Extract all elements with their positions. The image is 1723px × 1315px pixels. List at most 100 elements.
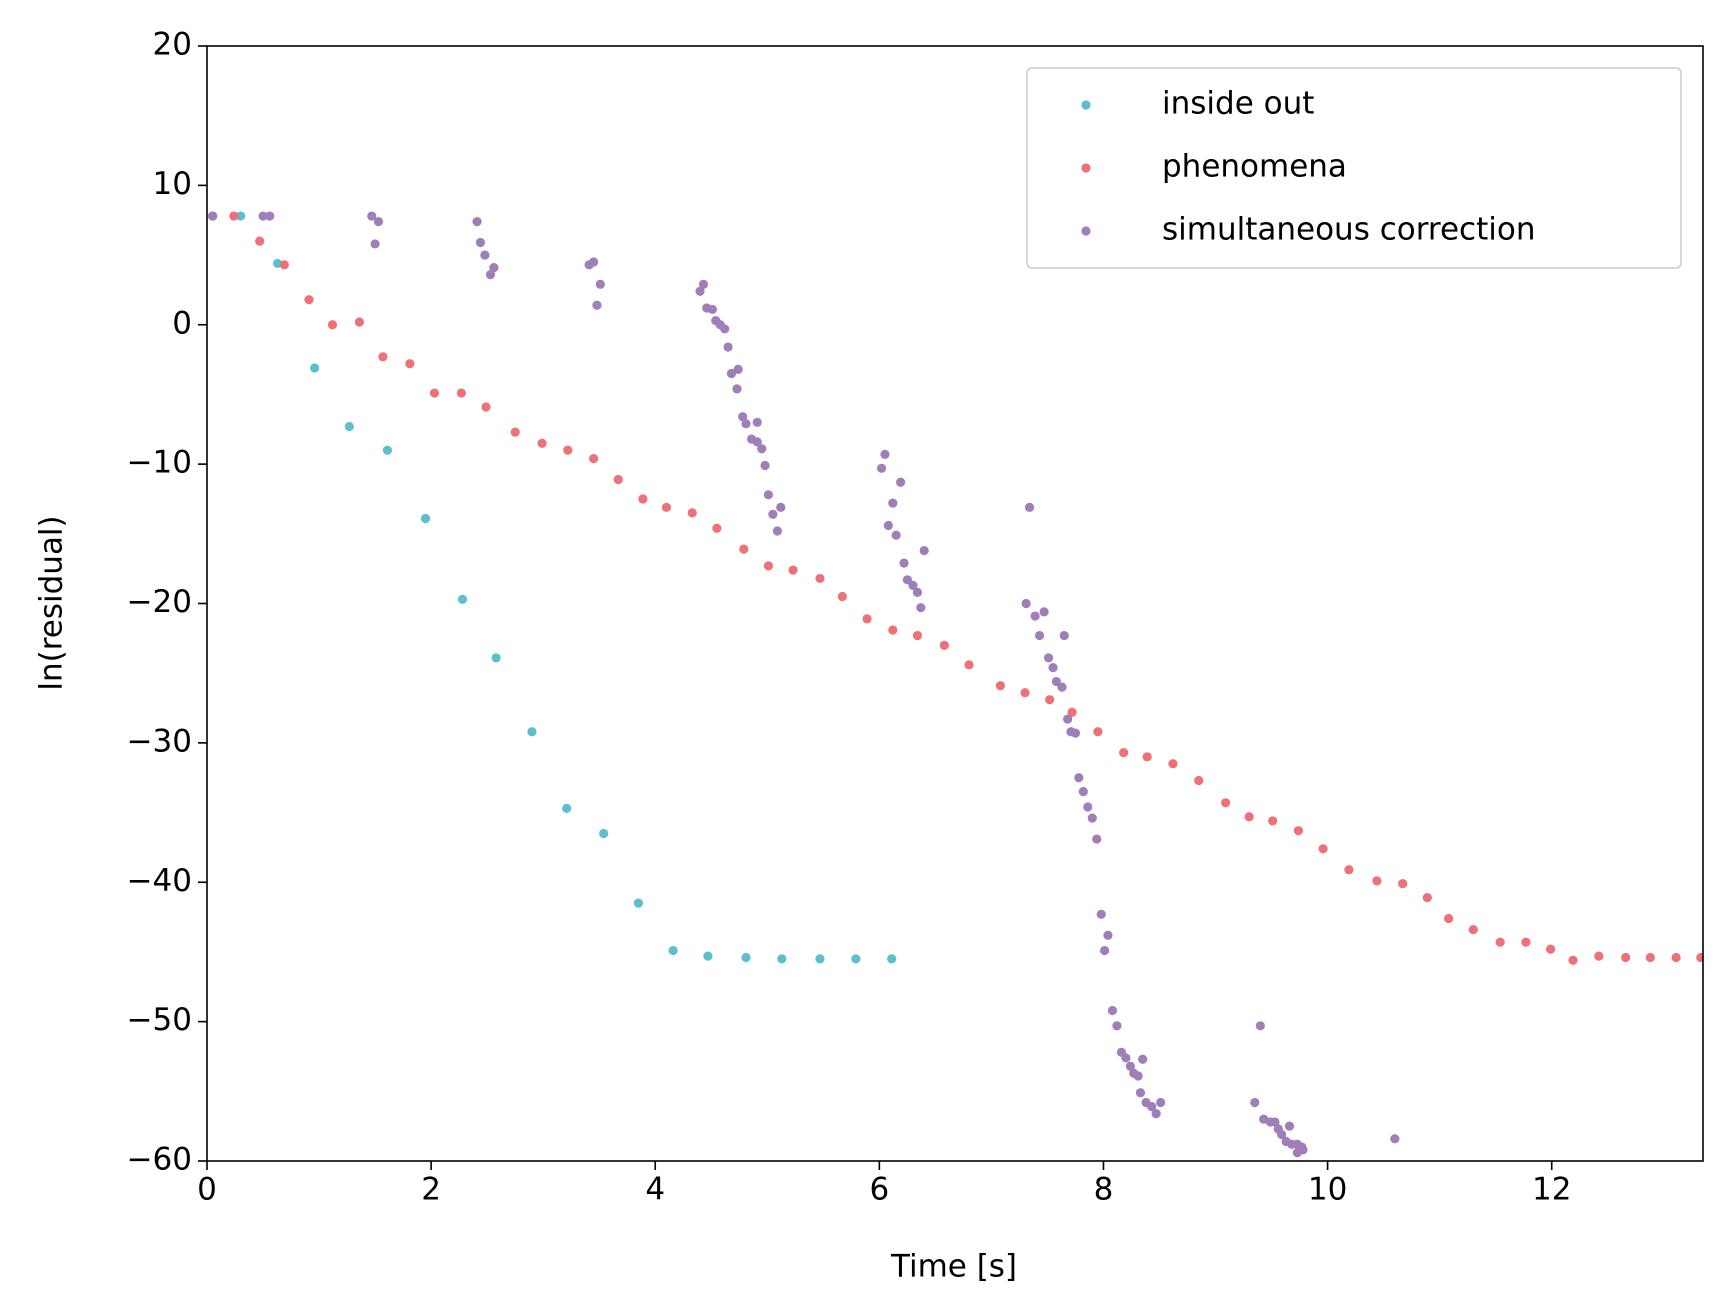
point	[595, 279, 605, 289]
point	[472, 217, 482, 227]
point	[891, 530, 901, 540]
point	[695, 286, 705, 296]
point	[1568, 955, 1578, 965]
series	[208, 211, 1400, 1158]
point	[1059, 630, 1069, 641]
point	[1096, 909, 1106, 919]
point	[1138, 1054, 1148, 1064]
legend-marker	[1081, 163, 1091, 173]
point	[720, 324, 730, 334]
x-tick-label: 6	[869, 1172, 889, 1208]
point	[510, 427, 520, 437]
point	[752, 437, 762, 447]
point	[304, 295, 314, 305]
point	[1107, 1005, 1118, 1016]
point	[712, 523, 722, 533]
point	[258, 211, 268, 221]
point	[1112, 1021, 1122, 1031]
point	[837, 591, 847, 602]
x-tick-label: 8	[1094, 1172, 1114, 1208]
legend-marker	[1081, 100, 1091, 110]
legend-label: inside out	[1162, 86, 1314, 122]
point	[916, 603, 926, 613]
point	[354, 317, 365, 327]
point	[703, 951, 713, 961]
y-tick-label: −50	[127, 1002, 192, 1038]
point	[370, 239, 380, 249]
point	[420, 513, 431, 524]
point	[723, 342, 733, 352]
x-tick-label: 10	[1308, 1172, 1347, 1208]
point	[1594, 951, 1604, 961]
point	[1645, 952, 1655, 963]
point	[763, 490, 774, 500]
point	[1092, 834, 1102, 844]
point	[698, 279, 709, 289]
point	[888, 625, 898, 635]
x-tick-label: 2	[421, 1172, 441, 1208]
point	[815, 573, 825, 584]
point	[788, 565, 798, 575]
legend-box	[1026, 67, 1682, 269]
point	[1390, 1134, 1400, 1144]
point	[995, 681, 1005, 691]
point	[752, 417, 762, 427]
point	[1297, 1142, 1307, 1152]
point	[1398, 879, 1408, 889]
point	[877, 463, 887, 473]
point	[1250, 1097, 1260, 1108]
point	[405, 359, 415, 369]
point	[726, 368, 737, 379]
point	[1119, 748, 1129, 758]
point	[344, 421, 354, 432]
point	[457, 594, 468, 604]
point	[1255, 1021, 1265, 1031]
point	[1147, 1102, 1157, 1112]
point	[279, 260, 289, 270]
legend-label: phenomena	[1162, 149, 1347, 185]
point	[896, 477, 906, 487]
point	[1093, 727, 1103, 737]
point	[208, 211, 218, 221]
point	[327, 320, 338, 330]
point	[429, 388, 440, 398]
x-axis-label: Time [s]	[890, 1249, 1017, 1285]
point	[563, 445, 573, 455]
point	[236, 211, 246, 221]
point	[229, 211, 239, 221]
point	[776, 502, 786, 512]
x-tick-label: 4	[645, 1172, 665, 1208]
point	[661, 502, 672, 512]
point	[899, 558, 909, 568]
point	[1078, 787, 1088, 797]
point	[481, 402, 491, 412]
point	[592, 300, 602, 310]
point	[741, 952, 751, 963]
y-tick-label: 10	[153, 166, 192, 202]
legend-marker	[1081, 226, 1091, 236]
y-tick-label: −40	[127, 863, 192, 899]
point	[772, 526, 782, 536]
point	[1057, 682, 1067, 692]
point	[255, 236, 265, 246]
point	[760, 460, 770, 471]
point	[1422, 892, 1432, 903]
point	[633, 898, 644, 908]
point	[862, 614, 872, 624]
point	[1671, 952, 1681, 963]
point	[1045, 695, 1055, 705]
point	[485, 269, 496, 280]
y-tick-label: −20	[127, 584, 192, 620]
point	[1024, 502, 1035, 512]
x-tick-label: 12	[1532, 1172, 1571, 1208]
point	[1372, 876, 1382, 886]
point	[1067, 707, 1077, 717]
point	[1293, 826, 1304, 836]
point	[1063, 714, 1073, 724]
y-tick-label: −30	[127, 723, 192, 759]
point	[707, 304, 717, 315]
point	[1468, 925, 1478, 935]
y-tick-label: −10	[127, 445, 192, 481]
point	[757, 444, 767, 454]
point	[1020, 688, 1030, 698]
